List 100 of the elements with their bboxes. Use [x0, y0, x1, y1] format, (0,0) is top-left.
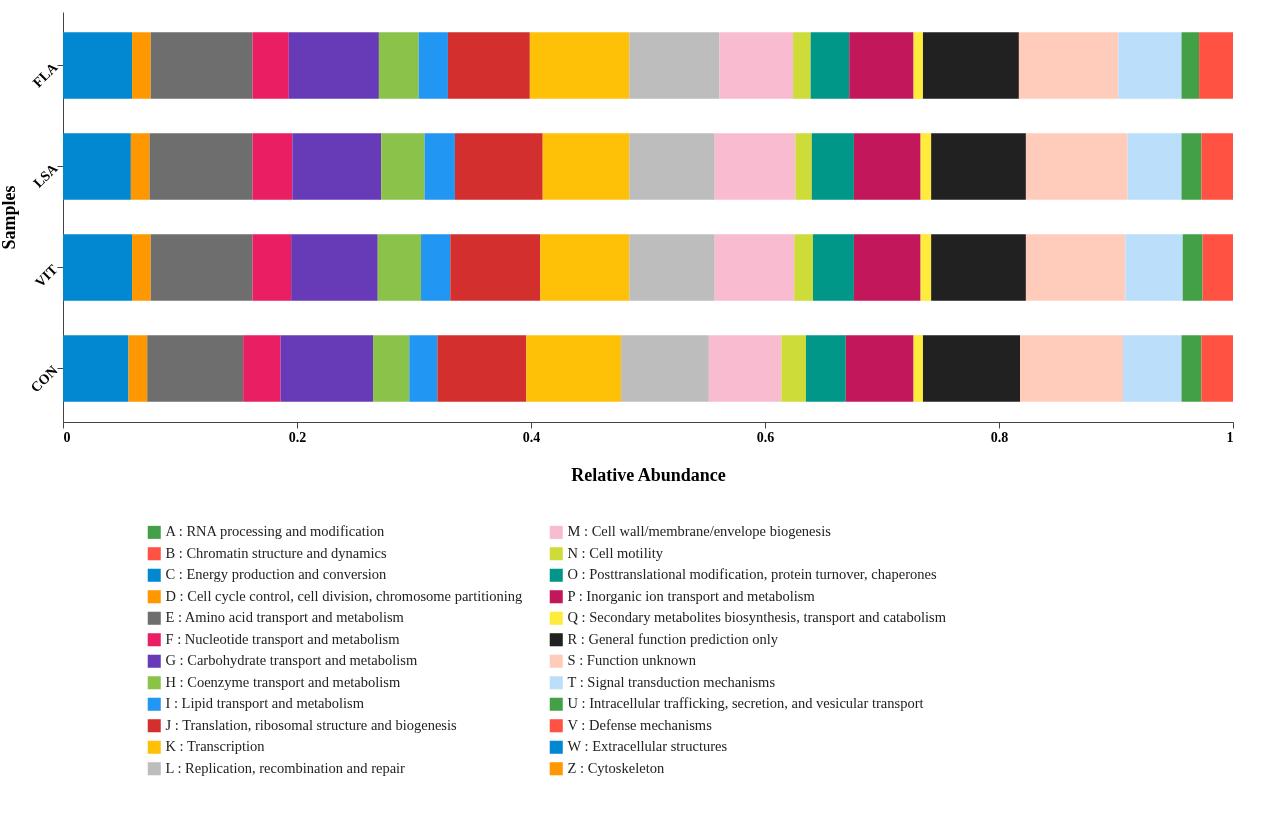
bar: [529, 32, 630, 99]
x-tick-label: 0: [63, 429, 71, 445]
bar: [409, 335, 438, 402]
bar: [853, 234, 921, 301]
x-axis-title: Relative Abundance: [571, 464, 726, 485]
bar: [132, 234, 151, 301]
bar: [1181, 133, 1202, 200]
bar: [128, 335, 148, 402]
bar: [795, 133, 812, 200]
legend-label: C : Energy production and conversion: [165, 566, 388, 583]
bar: [1201, 133, 1233, 200]
y-tick-label: LSA: [30, 160, 62, 191]
legend-label: M : Cell wall/membrane/envelope biogenesis: [567, 523, 832, 540]
bar: [421, 234, 451, 301]
legend-label: H : Coenzyme transport and metabolism: [165, 673, 401, 690]
bar: [377, 234, 422, 301]
bar: [252, 32, 289, 99]
bar: [243, 335, 281, 402]
legend-label: N : Cell motility: [567, 544, 664, 561]
bar: [526, 335, 622, 402]
bar: [378, 32, 419, 99]
bar: [1201, 335, 1233, 402]
bar: [853, 133, 921, 200]
bar: [542, 133, 630, 200]
bar: [629, 32, 720, 99]
x-tick-label: 0.4: [522, 429, 541, 445]
legend-label: O : Posttranslational modification, protein turnover, chaperones: [567, 566, 937, 583]
bar: [920, 133, 932, 200]
bar: [292, 133, 382, 200]
bar: [252, 133, 293, 200]
bar: [132, 32, 151, 99]
bar: [424, 133, 455, 200]
bar: [63, 133, 131, 200]
bar: [810, 32, 850, 99]
bar: [1202, 234, 1233, 301]
bar: [719, 32, 794, 99]
legend-label: G : Carbohydrate transport and metabolism: [165, 652, 418, 669]
bar: [1182, 234, 1203, 301]
bar: [793, 32, 811, 99]
legend-label: K : Transcription: [165, 738, 266, 755]
bar: [150, 234, 253, 301]
bar: [450, 234, 541, 301]
bar: [629, 133, 715, 200]
bar: [381, 133, 425, 200]
x-tick-label: 0.2: [288, 429, 307, 445]
legend-label: J : Translation, ribosomal structure and biogenesis: [165, 716, 458, 733]
bar: [1025, 133, 1128, 200]
bar: [63, 234, 133, 301]
legend-label: I : Lipid transport and metabolism: [165, 695, 365, 712]
bar: [794, 234, 813, 301]
bar: [1199, 32, 1233, 99]
bar: [63, 335, 129, 402]
bar: [150, 32, 253, 99]
bar: [781, 335, 806, 402]
bar: [1127, 133, 1182, 200]
bar: [418, 32, 448, 99]
bar: [708, 335, 782, 402]
bar: [805, 335, 846, 402]
legend-label: E : Amino acid transport and metabolism: [165, 609, 405, 626]
bar: [811, 133, 854, 200]
bar: [621, 335, 709, 402]
bar: [1181, 32, 1200, 99]
bar: [931, 234, 1026, 301]
bar: [280, 335, 374, 402]
bar: [922, 335, 1021, 402]
x-tick-label: 0.6: [756, 429, 775, 445]
bar: [629, 234, 715, 301]
bar: [922, 32, 1019, 99]
bar: [931, 133, 1026, 200]
bar: [1020, 335, 1124, 402]
legend-label: Q : Secondary metabolites biosynthesis, transport and catabolism: [567, 609, 947, 626]
legend-label: L : Replication, recombination and repair: [165, 759, 406, 776]
legend-label: P : Inorganic ion transport and metabolism: [567, 587, 816, 604]
legend-label: R : General function prediction only: [567, 630, 779, 647]
legend-label: A : RNA processing and modification: [165, 523, 385, 540]
bar: [812, 234, 854, 301]
bar: [291, 234, 378, 301]
bar: [373, 335, 410, 402]
bar: [288, 32, 379, 99]
bar: [447, 32, 530, 99]
legend-label: S : Function unknown: [567, 652, 697, 669]
bar: [63, 32, 133, 99]
legend-label: W : Extracellular structures: [567, 738, 728, 755]
bar: [849, 32, 914, 99]
y-tick-label: FLA: [30, 59, 62, 91]
bar: [454, 133, 543, 200]
x-tick-label: 0.8: [990, 429, 1009, 445]
bar: [437, 335, 527, 402]
legend-label: V : Defense mechanisms: [567, 716, 713, 733]
bar: [913, 32, 923, 99]
legend-label: T : Signal transduction mechanisms: [567, 673, 776, 690]
legend-label: B : Chromatin structure and dynamics: [165, 544, 387, 561]
bar: [1118, 32, 1182, 99]
bar: [252, 234, 292, 301]
x-tick-label: 1: [1226, 429, 1234, 445]
bar: [149, 133, 253, 200]
bar: [1025, 234, 1126, 301]
bar: [147, 335, 244, 402]
legend-label: F : Nucleotide transport and metabolism: [165, 630, 401, 647]
legend-label: Z : Cytoskeleton: [567, 759, 665, 776]
